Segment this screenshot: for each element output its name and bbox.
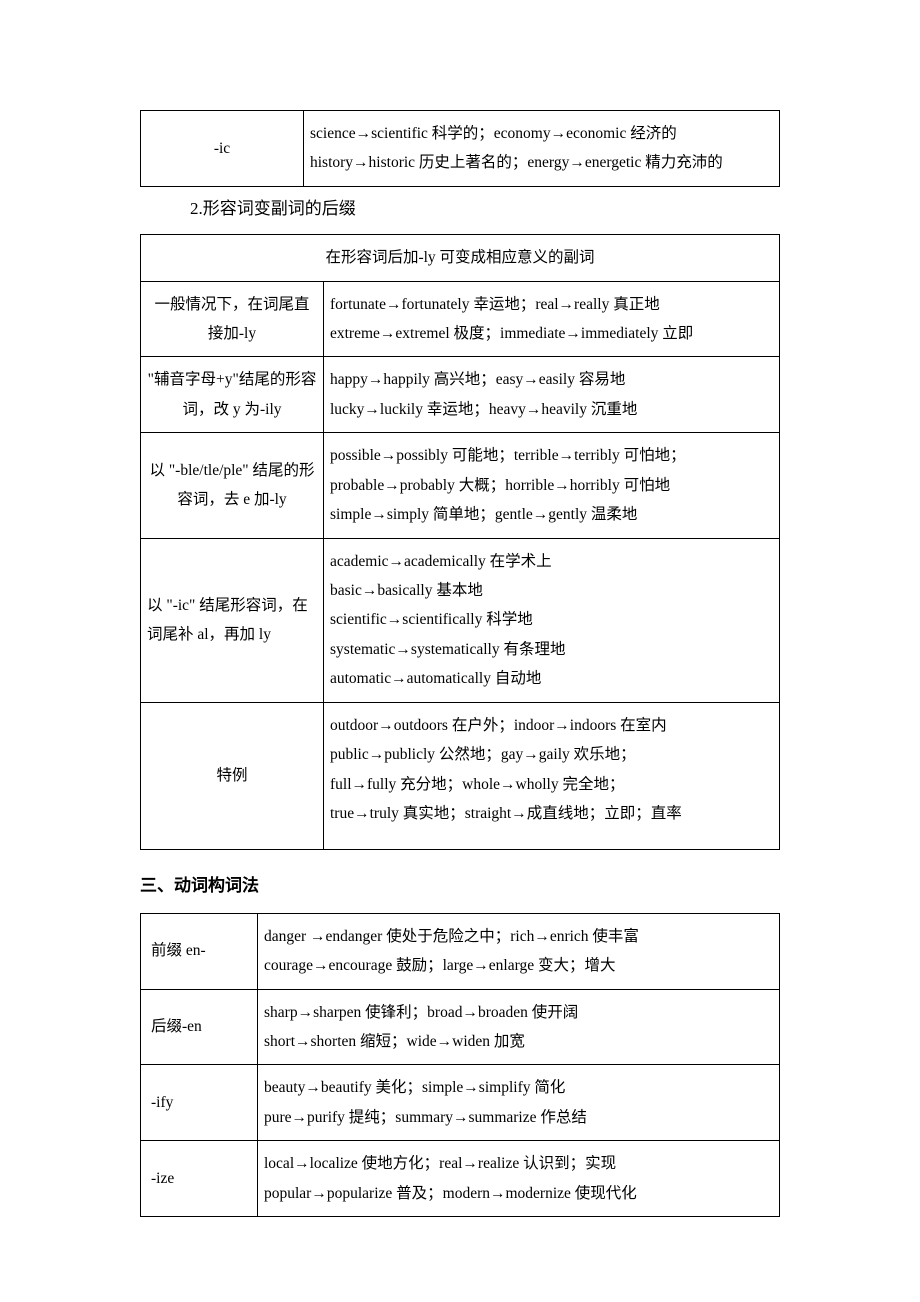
subsection-title-adj-adv: 2.形容词变副词的后缀 [190, 195, 780, 222]
rule-label: 特例 [141, 702, 324, 849]
table-row: -ic science→scientific 科学的；economy→econo… [141, 111, 780, 187]
affix-label: 前缀 en- [141, 913, 258, 989]
affix-examples: sharp→sharpen 使锋利；broad→broaden 使开阔 shor… [258, 989, 780, 1065]
table-header: 在形容词后加-ly 可变成相应意义的副词 [141, 235, 780, 281]
affix-examples: local→localize 使地方化；real→realize 认识到；实现 … [258, 1141, 780, 1217]
table-row: 前缀 en- danger →endanger 使处于危险之中；rich→enr… [141, 913, 780, 989]
rule-label: 以 "-ble/tle/ple" 结尾的形容词，去 e 加-ly [141, 433, 324, 538]
section-title-verb: 三、动词构词法 [140, 872, 780, 899]
table-row: "辅音字母+y"结尾的形容词，改 y 为-ily happy→happily 高… [141, 357, 780, 433]
rule-examples: academic→academically 在学术上 basic→basical… [324, 538, 780, 702]
rule-examples: happy→happily 高兴地；easy→easily 容易地 lucky→… [324, 357, 780, 433]
table-row: 后缀-en sharp→sharpen 使锋利；broad→broaden 使开… [141, 989, 780, 1065]
table-row: 以 "-ic" 结尾形容词，在词尾补 al，再加 ly academic→aca… [141, 538, 780, 702]
rule-examples: possible→possibly 可能地；terrible→terribly … [324, 433, 780, 538]
table-row: 以 "-ble/tle/ple" 结尾的形容词，去 e 加-ly possibl… [141, 433, 780, 538]
affix-examples: danger →endanger 使处于危险之中；rich→enrich 使丰富… [258, 913, 780, 989]
table-row: -ify beauty→beautify 美化；simple→simplify … [141, 1065, 780, 1141]
suffix-examples: science→scientific 科学的；economy→economic … [304, 111, 780, 187]
suffix-label: -ic [141, 111, 304, 187]
verb-formation-table: 前缀 en- danger →endanger 使处于危险之中；rich→enr… [140, 913, 780, 1218]
rule-label: "辅音字母+y"结尾的形容词，改 y 为-ily [141, 357, 324, 433]
affix-examples: beauty→beautify 美化；simple→simplify 简化 pu… [258, 1065, 780, 1141]
rule-label: 以 "-ic" 结尾形容词，在词尾补 al，再加 ly [141, 538, 324, 702]
rule-examples: outdoor→outdoors 在户外；indoor→indoors 在室内 … [324, 702, 780, 849]
table-row: 一般情况下，在词尾直接加-ly fortunate→fortunately 幸运… [141, 281, 780, 357]
rule-label: 一般情况下，在词尾直接加-ly [141, 281, 324, 357]
affix-label: 后缀-en [141, 989, 258, 1065]
affix-label: -ify [141, 1065, 258, 1141]
table-row: 特例 outdoor→outdoors 在户外；indoor→indoors 在… [141, 702, 780, 849]
table-header-row: 在形容词后加-ly 可变成相应意义的副词 [141, 235, 780, 281]
table-row: -ize local→localize 使地方化；real→realize 认识… [141, 1141, 780, 1217]
adj-to-adv-table: 在形容词后加-ly 可变成相应意义的副词 一般情况下，在词尾直接加-ly for… [140, 234, 780, 849]
affix-label: -ize [141, 1141, 258, 1217]
suffix-ic-table: -ic science→scientific 科学的；economy→econo… [140, 110, 780, 187]
rule-examples: fortunate→fortunately 幸运地；real→really 真正… [324, 281, 780, 357]
